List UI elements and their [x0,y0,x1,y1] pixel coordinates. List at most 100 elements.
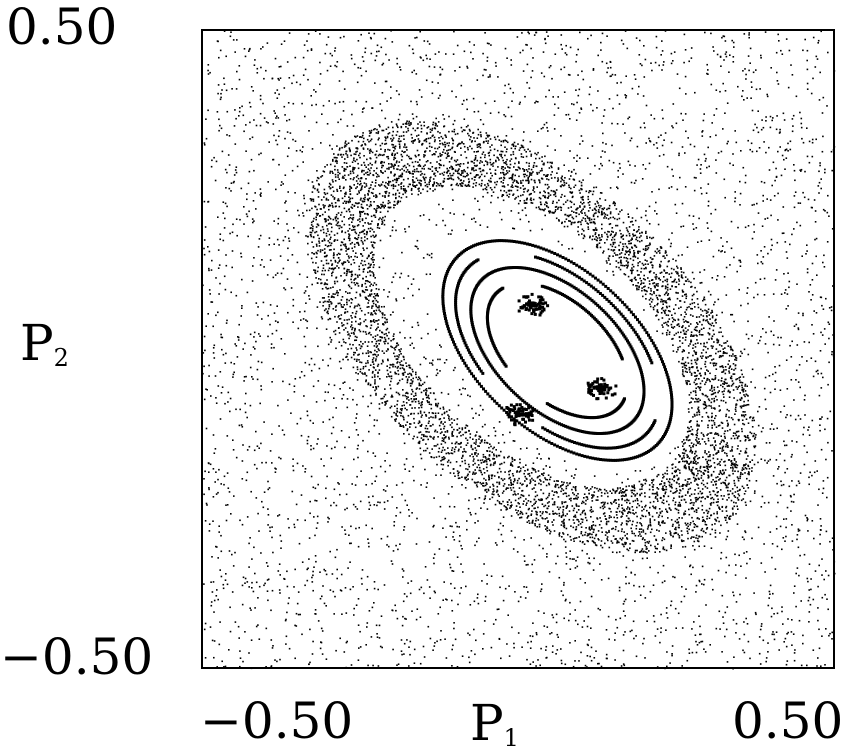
data-point [683,512,685,514]
data-point [791,644,793,646]
data-point [699,168,702,170]
data-point [562,525,565,527]
data-point [628,232,631,235]
data-point [548,210,550,213]
data-point [731,446,734,448]
data-point [531,635,534,638]
data-point [277,222,279,225]
data-point [727,140,729,143]
data-point [588,528,591,530]
data-point [675,259,677,262]
data-point [392,276,395,278]
data-point [579,205,581,207]
data-point [370,467,373,469]
data-point [381,646,383,649]
data-point [226,319,228,322]
data-point [375,394,377,396]
data-point [740,350,742,353]
data-point [278,514,281,516]
data-point [541,156,543,158]
data-point [577,496,579,499]
data-point [284,236,287,238]
data-point [436,640,438,643]
data-point [762,256,765,258]
data-point [700,470,702,473]
data-point [285,643,287,645]
data-point [394,153,396,155]
data-point [785,645,788,648]
data-point [739,259,741,262]
data-point [724,112,726,114]
data-point [426,482,428,484]
data-point [238,323,240,326]
data-point [741,95,743,98]
data-point [298,273,301,276]
data-point [359,330,362,333]
data-point [496,608,499,611]
data-point [530,640,532,643]
data-point [770,214,772,217]
data-point [375,309,378,312]
data-point [331,295,333,297]
data-point [428,218,431,221]
data-point [267,565,269,567]
data-point [269,323,271,326]
data-point [799,554,801,557]
data-point [631,217,634,219]
data-point [618,541,620,544]
data-point [217,267,220,269]
data-point [523,191,525,193]
data-point [442,208,444,210]
data-point [701,640,704,643]
data-point [233,174,236,176]
data-point [697,358,699,361]
data-point [343,329,345,331]
data-point [360,206,363,208]
data-point [486,163,489,166]
data-point [666,665,668,668]
data-point [240,252,242,255]
data-point [809,471,811,474]
data-point [708,507,711,510]
data-point [346,272,348,275]
data-point [539,499,541,502]
data-point [258,333,260,335]
data-point [306,327,308,329]
data-point [711,322,714,324]
data-point [744,531,747,534]
data-point [467,132,469,135]
data-point [657,302,659,305]
data-point [370,334,372,336]
data-point [799,169,801,171]
data-point [364,51,366,54]
data-point [817,585,819,588]
data-point [685,295,688,297]
data-point [626,246,629,249]
data-point [467,178,470,180]
data-point [577,623,579,626]
data-point [372,266,375,269]
data-point [221,348,223,351]
data-point [793,585,796,587]
data-point [338,483,340,485]
data-point [770,238,773,241]
data-point [561,48,563,50]
data-point [616,123,619,125]
data-point [817,657,819,659]
data-point [330,432,333,435]
data-point [734,491,737,493]
data-point [238,110,241,113]
data-point [407,129,410,132]
data-point [371,527,373,530]
data-point [448,505,451,508]
data-point [751,335,753,337]
data-point [588,667,590,669]
data-point [652,615,655,617]
data-point [731,39,733,42]
data-point [666,651,668,653]
data-point [295,81,298,84]
data-point [624,490,626,493]
data-point [533,559,536,561]
data-point [435,185,438,187]
data-point [538,453,540,455]
